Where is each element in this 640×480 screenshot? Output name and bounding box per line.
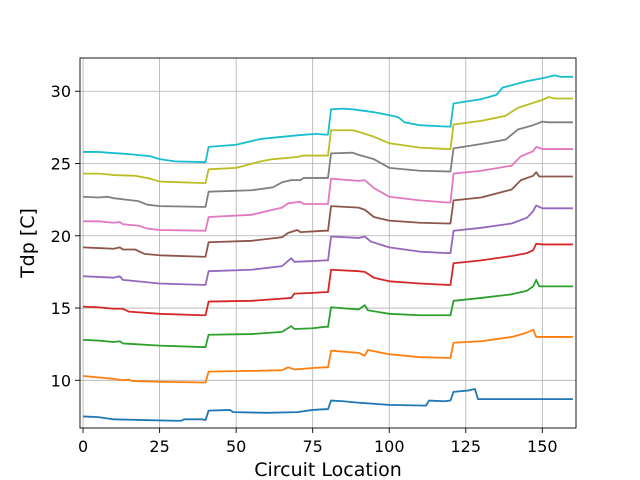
- series-line-10: [83, 74, 573, 163]
- series-line-7: [83, 145, 573, 232]
- series-line-6: [83, 171, 573, 258]
- series-line-8: [83, 120, 573, 208]
- y-tick-label: 25: [51, 155, 71, 174]
- x-tick-label: 25: [149, 437, 169, 456]
- series-line-4: [83, 242, 573, 317]
- x-tick-label: 50: [226, 437, 246, 456]
- plot-frame: [79, 57, 577, 429]
- series-line-2: [82, 328, 573, 384]
- series-line-3: [83, 278, 573, 348]
- series-line-9: [83, 96, 573, 184]
- y-tick-label: 20: [51, 227, 71, 246]
- series-line-1: [83, 388, 573, 422]
- x-axis-label: Circuit Location: [254, 459, 402, 480]
- x-axis-ticks: 0 25 50 75 100 125 150: [78, 428, 558, 456]
- y-tick-label: 10: [51, 371, 71, 390]
- y-tick-label: 30: [51, 82, 71, 101]
- x-tick-label: 100: [374, 437, 405, 456]
- x-tick-label: 0: [78, 437, 88, 456]
- grid-lines: [80, 58, 576, 428]
- y-axis-ticks: 10 15 20 25 30: [51, 82, 80, 390]
- x-tick-label: 75: [303, 437, 323, 456]
- x-tick-label: 125: [451, 437, 482, 456]
- y-tick-label: 15: [51, 299, 71, 318]
- x-tick-label: 150: [527, 437, 558, 456]
- y-axis-label: Tdp [C]: [17, 208, 39, 279]
- series-line-5: [83, 204, 573, 286]
- series-lines: [82, 74, 573, 422]
